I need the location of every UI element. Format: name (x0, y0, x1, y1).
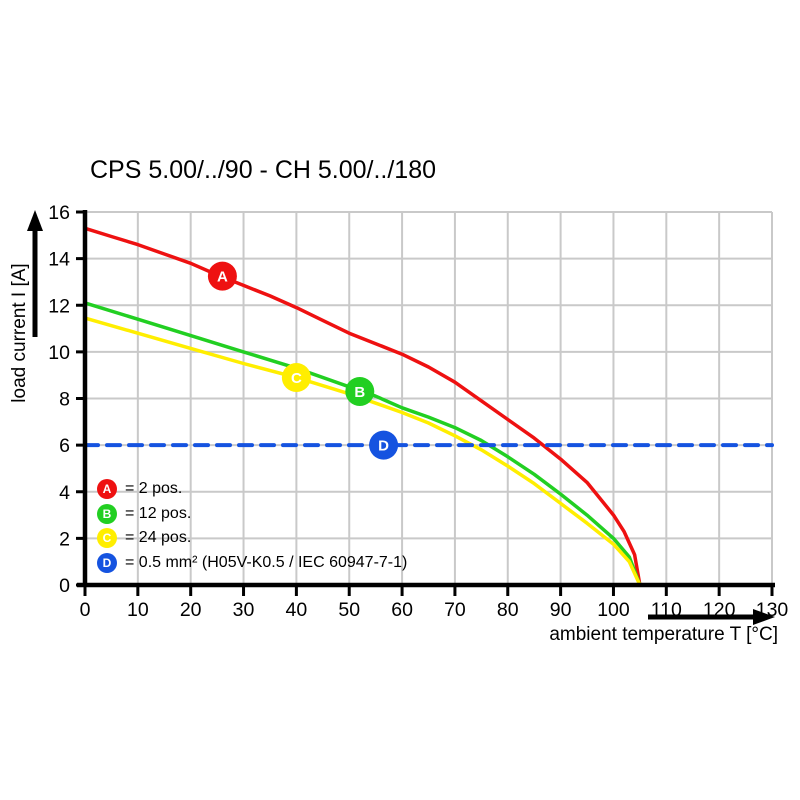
x-tick-label: 70 (444, 599, 466, 621)
gridlines (85, 211, 773, 585)
marker-circle-B (345, 377, 375, 407)
y-tick-label: 4 (59, 482, 70, 504)
legend-marker-B: B (97, 503, 117, 524)
y-tick-label: 8 (59, 389, 70, 411)
legend-text-D: = 0.5 mm² (H05V-K0.5 / IEC 60947-7-1) (125, 553, 408, 571)
curve-B (83, 301, 642, 587)
x-tick-label: 40 (286, 599, 308, 621)
marker-A: A (207, 261, 237, 291)
x-tick-label: 100 (597, 599, 630, 621)
axes (76, 210, 775, 596)
x-tick-label: 20 (180, 599, 202, 621)
marker-letter-B: B (354, 384, 365, 401)
y-tick-label: 0 (59, 575, 70, 597)
marker-B: B (345, 377, 375, 407)
marker-C: C (281, 363, 311, 393)
y-tick-label: 6 (59, 435, 70, 457)
y-tick-label: 12 (48, 295, 70, 317)
y-tick-label: 10 (48, 342, 70, 364)
chart-legend: A = 2 pos. B = 12 pos. C = 24 pos. D = 0.5 mm² … (97, 477, 407, 575)
curve-A (83, 226, 642, 587)
x-tick-label: 60 (391, 599, 413, 621)
y-tick-label: 14 (48, 249, 70, 271)
legend-item-A: A = 2 pos. (97, 477, 407, 502)
marker-letter-A: A (217, 269, 228, 286)
legend-item-C: C = 24 pos. (97, 526, 407, 551)
chart-title: CPS 5.00/../90 - CH 5.00/../180 (90, 156, 437, 184)
x-tick-label: 90 (550, 599, 572, 621)
y-axis-arrow-head (27, 210, 43, 231)
legend-text-B: = 12 pos. (125, 504, 192, 522)
legend-text-C: = 24 pos. (125, 529, 192, 547)
marker-letter-C: C (291, 370, 302, 387)
x-tick-label: 50 (338, 599, 360, 621)
x-tick-label: 80 (497, 599, 519, 621)
x-axis-label: ambient temperature T [°C] (549, 624, 778, 645)
marker-circle-C (281, 363, 311, 393)
legend-text-A: = 2 pos. (125, 480, 183, 498)
marker-circle-D (369, 430, 399, 460)
x-tick-label: 30 (233, 599, 255, 621)
marker-D: D (369, 430, 399, 460)
legend-marker-D: D (97, 552, 117, 573)
x-tick-label: 0 (80, 599, 91, 621)
marker-circle-A (207, 261, 237, 291)
legend-marker-A: A (97, 479, 117, 500)
x-axis-arrow-head (753, 609, 775, 625)
legend-item-D: D = 0.5 mm² (H05V-K0.5 / IEC 60947-7-1) (97, 551, 407, 576)
legend-marker-C: C (97, 528, 117, 549)
marker-letter-D: D (378, 438, 389, 455)
y-tick-label: 2 (59, 528, 70, 550)
curve-C (83, 316, 642, 587)
y-tick-label: 16 (48, 202, 70, 224)
x-tick-label: 10 (127, 599, 149, 621)
legend-item-B: B = 12 pos. (97, 502, 407, 527)
